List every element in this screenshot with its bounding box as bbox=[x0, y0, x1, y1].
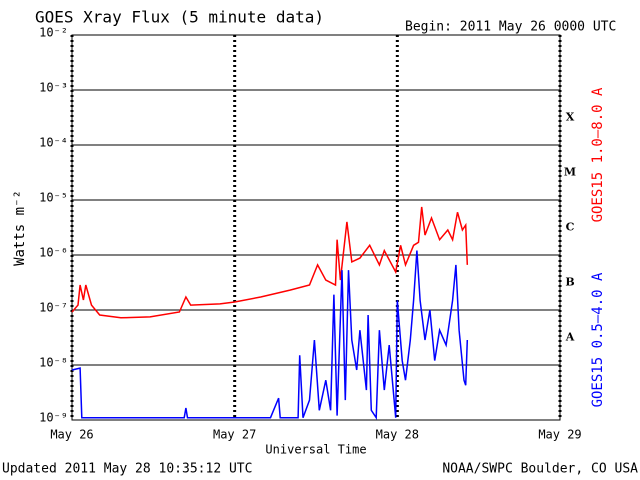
x-tick-label: May 26 bbox=[50, 428, 93, 442]
chart-title: GOES Xray Flux (5 minute data) bbox=[35, 8, 324, 27]
y-tick-label: 10⁻⁵ bbox=[39, 191, 68, 205]
flare-class-label: A bbox=[565, 331, 575, 344]
y-tick-label: 10⁻⁷ bbox=[39, 301, 68, 315]
x-axis-label: Universal Time bbox=[265, 443, 366, 457]
legend-entry: GOES15 0.5–4.0 A bbox=[590, 272, 606, 407]
y-tick-label: 10⁻⁹ bbox=[39, 411, 68, 425]
flare-class-label: B bbox=[565, 276, 574, 289]
plot-frame bbox=[71, 34, 561, 421]
x-tick-label: May 29 bbox=[538, 428, 581, 442]
series-line bbox=[71, 250, 469, 421]
footer-right: NOAA/SWPC Boulder, CO USA bbox=[442, 462, 638, 477]
y-tick-label: 10⁻² bbox=[39, 26, 68, 40]
y-tick-label: 10⁻³ bbox=[39, 81, 68, 95]
x-tick-label: May 28 bbox=[376, 428, 419, 442]
y-axis-label: Watts m⁻² bbox=[12, 190, 28, 266]
flare-class-label: X bbox=[566, 111, 575, 124]
x-tick-label: May 27 bbox=[213, 428, 256, 442]
y-tick-label: 10⁻⁴ bbox=[39, 136, 68, 150]
flare-class-label: M bbox=[564, 166, 576, 179]
y-tick-label: 10⁻⁸ bbox=[39, 356, 68, 370]
series-line bbox=[71, 206, 469, 319]
chart-subtitle: Begin: 2011 May 26 0000 UTC bbox=[405, 20, 616, 35]
footer-left: Updated 2011 May 28 10:35:12 UTC bbox=[2, 462, 252, 477]
y-tick-label: 10⁻⁶ bbox=[39, 246, 68, 260]
flare-class-label: C bbox=[566, 221, 575, 234]
legend-entry: GOES15 1.0–8.0 A bbox=[590, 87, 606, 222]
